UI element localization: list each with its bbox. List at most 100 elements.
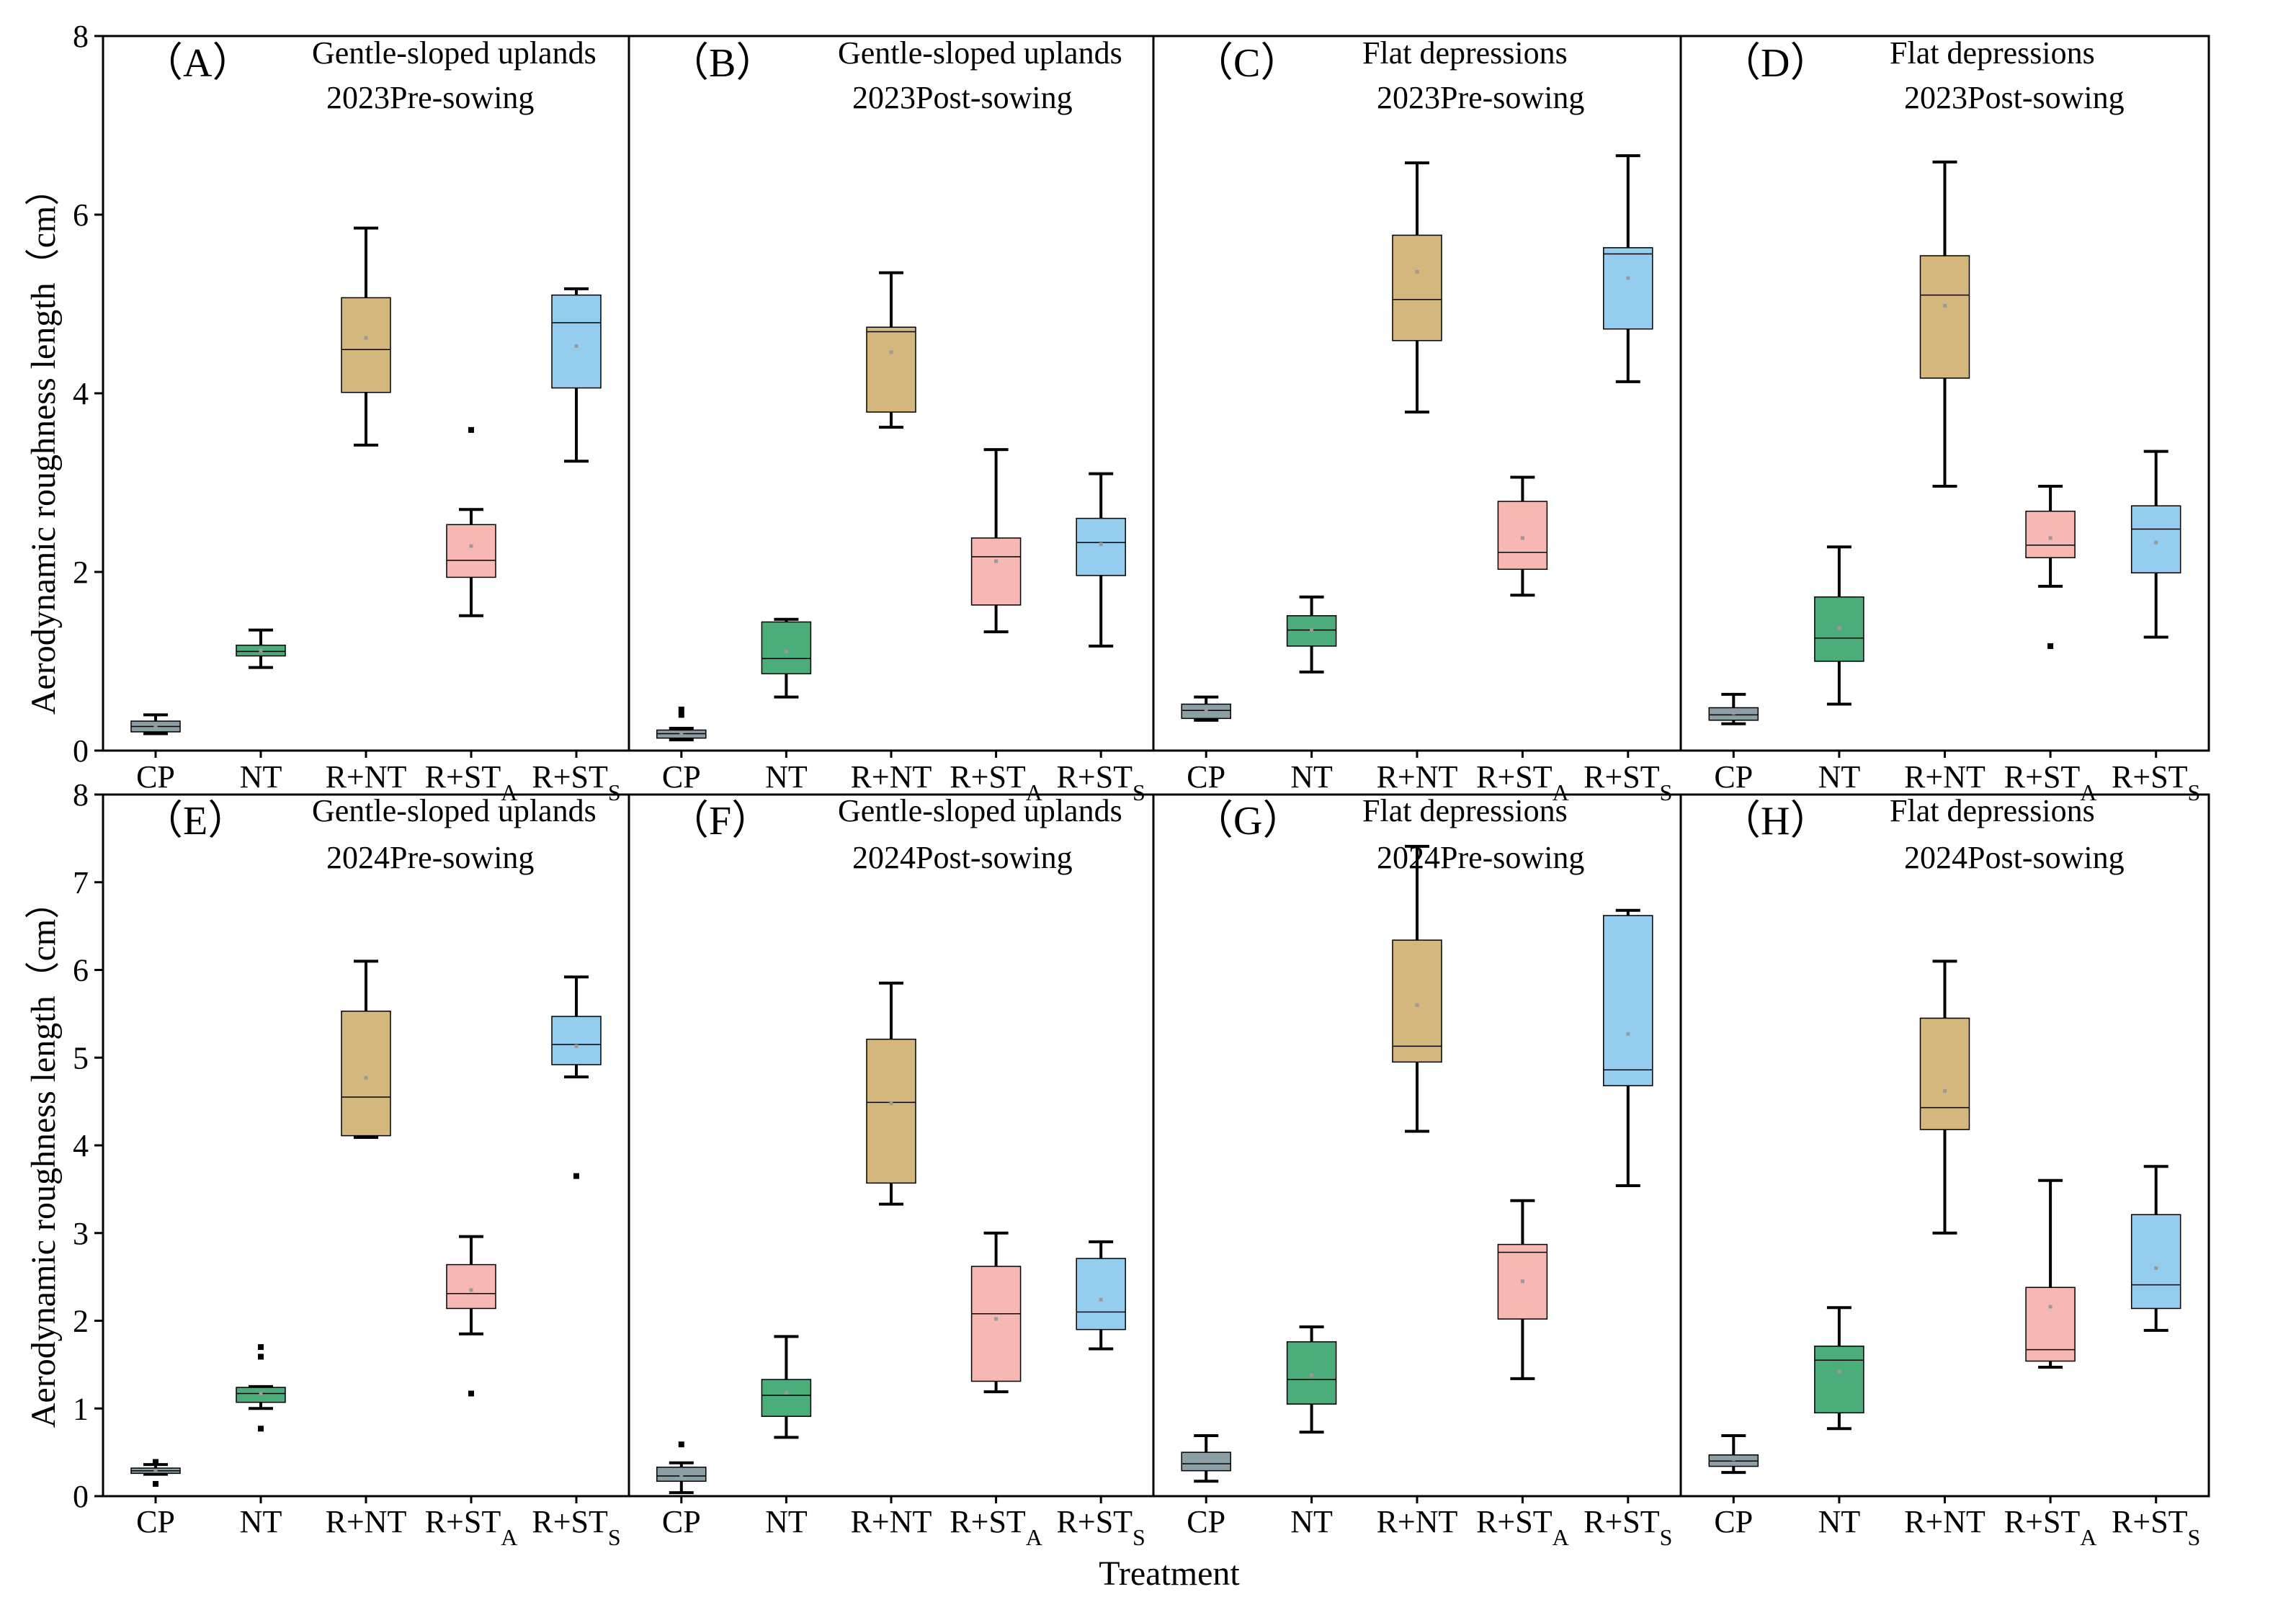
mean-marker	[1099, 1297, 1103, 1302]
panel-f: （F） Gentle-sloped uplands 2024Post-sowing C…	[627, 793, 1155, 1550]
mean-marker	[1943, 1089, 1947, 1093]
x-tick-label: R+STS	[532, 759, 620, 805]
y-tick-label: 2	[73, 555, 89, 590]
box-r-plus-st-a: R+STA	[425, 1235, 517, 1550]
panel-title-line2: 2024Pre-sowing	[326, 840, 534, 875]
panel-title-line1: Gentle-sloped uplands	[312, 793, 597, 828]
panel-a: （A） Gentle-sloped uplands 2023Pre-sowing 0 2…	[73, 19, 630, 805]
outlier-point	[153, 1459, 158, 1465]
iqr-box	[1076, 1258, 1126, 1330]
mean-marker	[1520, 536, 1524, 540]
mean-marker	[1204, 708, 1208, 712]
mean-marker	[1415, 269, 1419, 274]
iqr-box	[970, 537, 1022, 606]
x-tick-label: R+STA	[2004, 1504, 2097, 1550]
mean-marker	[1837, 1369, 1841, 1374]
box-nt: NT	[1814, 1306, 1864, 1539]
y-tick-label: 2	[73, 1304, 89, 1339]
outlier-point	[153, 1480, 158, 1487]
iqr-box	[761, 621, 812, 675]
panel-title-line2: 2024Post-sowing	[1904, 840, 2125, 875]
iqr-box	[2025, 1287, 2076, 1362]
mean-marker	[1520, 1279, 1524, 1284]
mean-marker	[574, 1044, 579, 1048]
panel-label: （E）	[143, 799, 248, 844]
outlier-point	[2047, 643, 2054, 649]
x-tick-label: R+NT	[326, 759, 407, 795]
x-tick-label: CP	[1714, 759, 1753, 795]
x-tick-label: NT	[765, 759, 808, 795]
outlier-point	[678, 1441, 684, 1448]
y-tick-label: 0	[73, 733, 89, 769]
y-tick-label: 1	[73, 1391, 89, 1426]
mean-marker	[994, 559, 999, 563]
box-nt: NT	[236, 1344, 286, 1539]
x-tick-label: NT	[240, 759, 282, 795]
outlier-point	[678, 712, 684, 718]
x-tick-label: R+STS	[2112, 1504, 2200, 1550]
panel-title-line1: Gentle-sloped uplands	[312, 35, 597, 71]
box-nt: NT	[236, 628, 286, 795]
mean-marker	[259, 648, 263, 653]
x-tick-label: R+STS	[1057, 1504, 1145, 1550]
y-tick-label: 6	[73, 953, 89, 988]
box-cp: CP	[1708, 692, 1759, 795]
x-tick-label: R+NT	[1904, 1504, 1985, 1539]
panel-title-line1: Flat depressions	[1362, 35, 1568, 71]
box-nt: NT	[1286, 1325, 1337, 1539]
outlier-point	[258, 1354, 264, 1360]
x-tick-label: CP	[662, 1504, 701, 1539]
box-r-plus-nt: R+NT	[1904, 160, 1985, 795]
mean-marker	[1943, 303, 1947, 308]
mean-marker	[889, 350, 893, 354]
mean-marker	[679, 731, 684, 735]
box-r-plus-st-a: R+STA	[1476, 1199, 1569, 1550]
x-tick-label: R+STS	[1583, 759, 1672, 805]
x-tick-label: NT	[765, 1504, 808, 1539]
box-cp: CP	[130, 1459, 181, 1539]
outlier-point	[468, 426, 474, 433]
box-cp: CP	[1181, 695, 1231, 795]
box-nt: NT	[761, 617, 812, 795]
box-r-plus-nt: R+NT	[326, 959, 407, 1539]
iqr-box	[1392, 234, 1442, 341]
panel-title-line1: Gentle-sloped uplands	[838, 35, 1122, 71]
box-r-plus-nt: R+NT	[1377, 844, 1458, 1539]
box-nt: NT	[761, 1335, 812, 1539]
mean-marker	[2048, 1305, 2052, 1309]
panel-label: （A）	[143, 41, 252, 86]
iqr-box	[1076, 517, 1126, 576]
panel-title-line2: 2023Pre-sowing	[326, 80, 534, 115]
panel-title-line2: 2023Pre-sowing	[1377, 80, 1584, 115]
box-r-plus-st-a: R+STA	[950, 1231, 1042, 1550]
mean-marker	[784, 1390, 788, 1395]
mean-marker	[994, 1317, 999, 1321]
box-cp: CP	[130, 713, 181, 795]
mean-marker	[1415, 1003, 1419, 1007]
x-tick-label: R+NT	[851, 759, 932, 795]
iqr-box	[341, 297, 391, 393]
y-tick-label: 5	[73, 1040, 89, 1075]
y-tick-label: 6	[73, 197, 89, 233]
mean-marker	[1837, 626, 1841, 630]
y-tick-label: 4	[73, 1128, 89, 1163]
panel-h: （H） Flat depressions 2024Post-sowing CP NT R+…	[1679, 793, 2210, 1550]
box-r-plus-st-a: R+STA	[2004, 1178, 2097, 1550]
panel-e: （E） Gentle-sloped uplands 2024Pre-sowing 0 1…	[73, 777, 630, 1550]
x-tick-label: CP	[662, 759, 701, 795]
x-tick-label: R+STS	[2112, 759, 2200, 805]
outlier-point	[678, 706, 684, 712]
mean-marker	[1310, 1373, 1314, 1377]
mean-marker	[153, 725, 158, 729]
panel-title-line2: 2023Post-sowing	[1904, 80, 2125, 115]
x-tick-label: R+STS	[532, 1504, 620, 1550]
box-nt: NT	[1814, 545, 1864, 795]
x-tick-label: NT	[1290, 759, 1333, 795]
box-r-plus-st-s: R+STS	[532, 287, 621, 805]
mean-marker	[259, 1392, 263, 1396]
box-r-plus-st-s: R+STS	[1583, 908, 1672, 1550]
panel-label: （D）	[1720, 41, 1830, 86]
x-tick-label: R+STA	[950, 759, 1042, 805]
